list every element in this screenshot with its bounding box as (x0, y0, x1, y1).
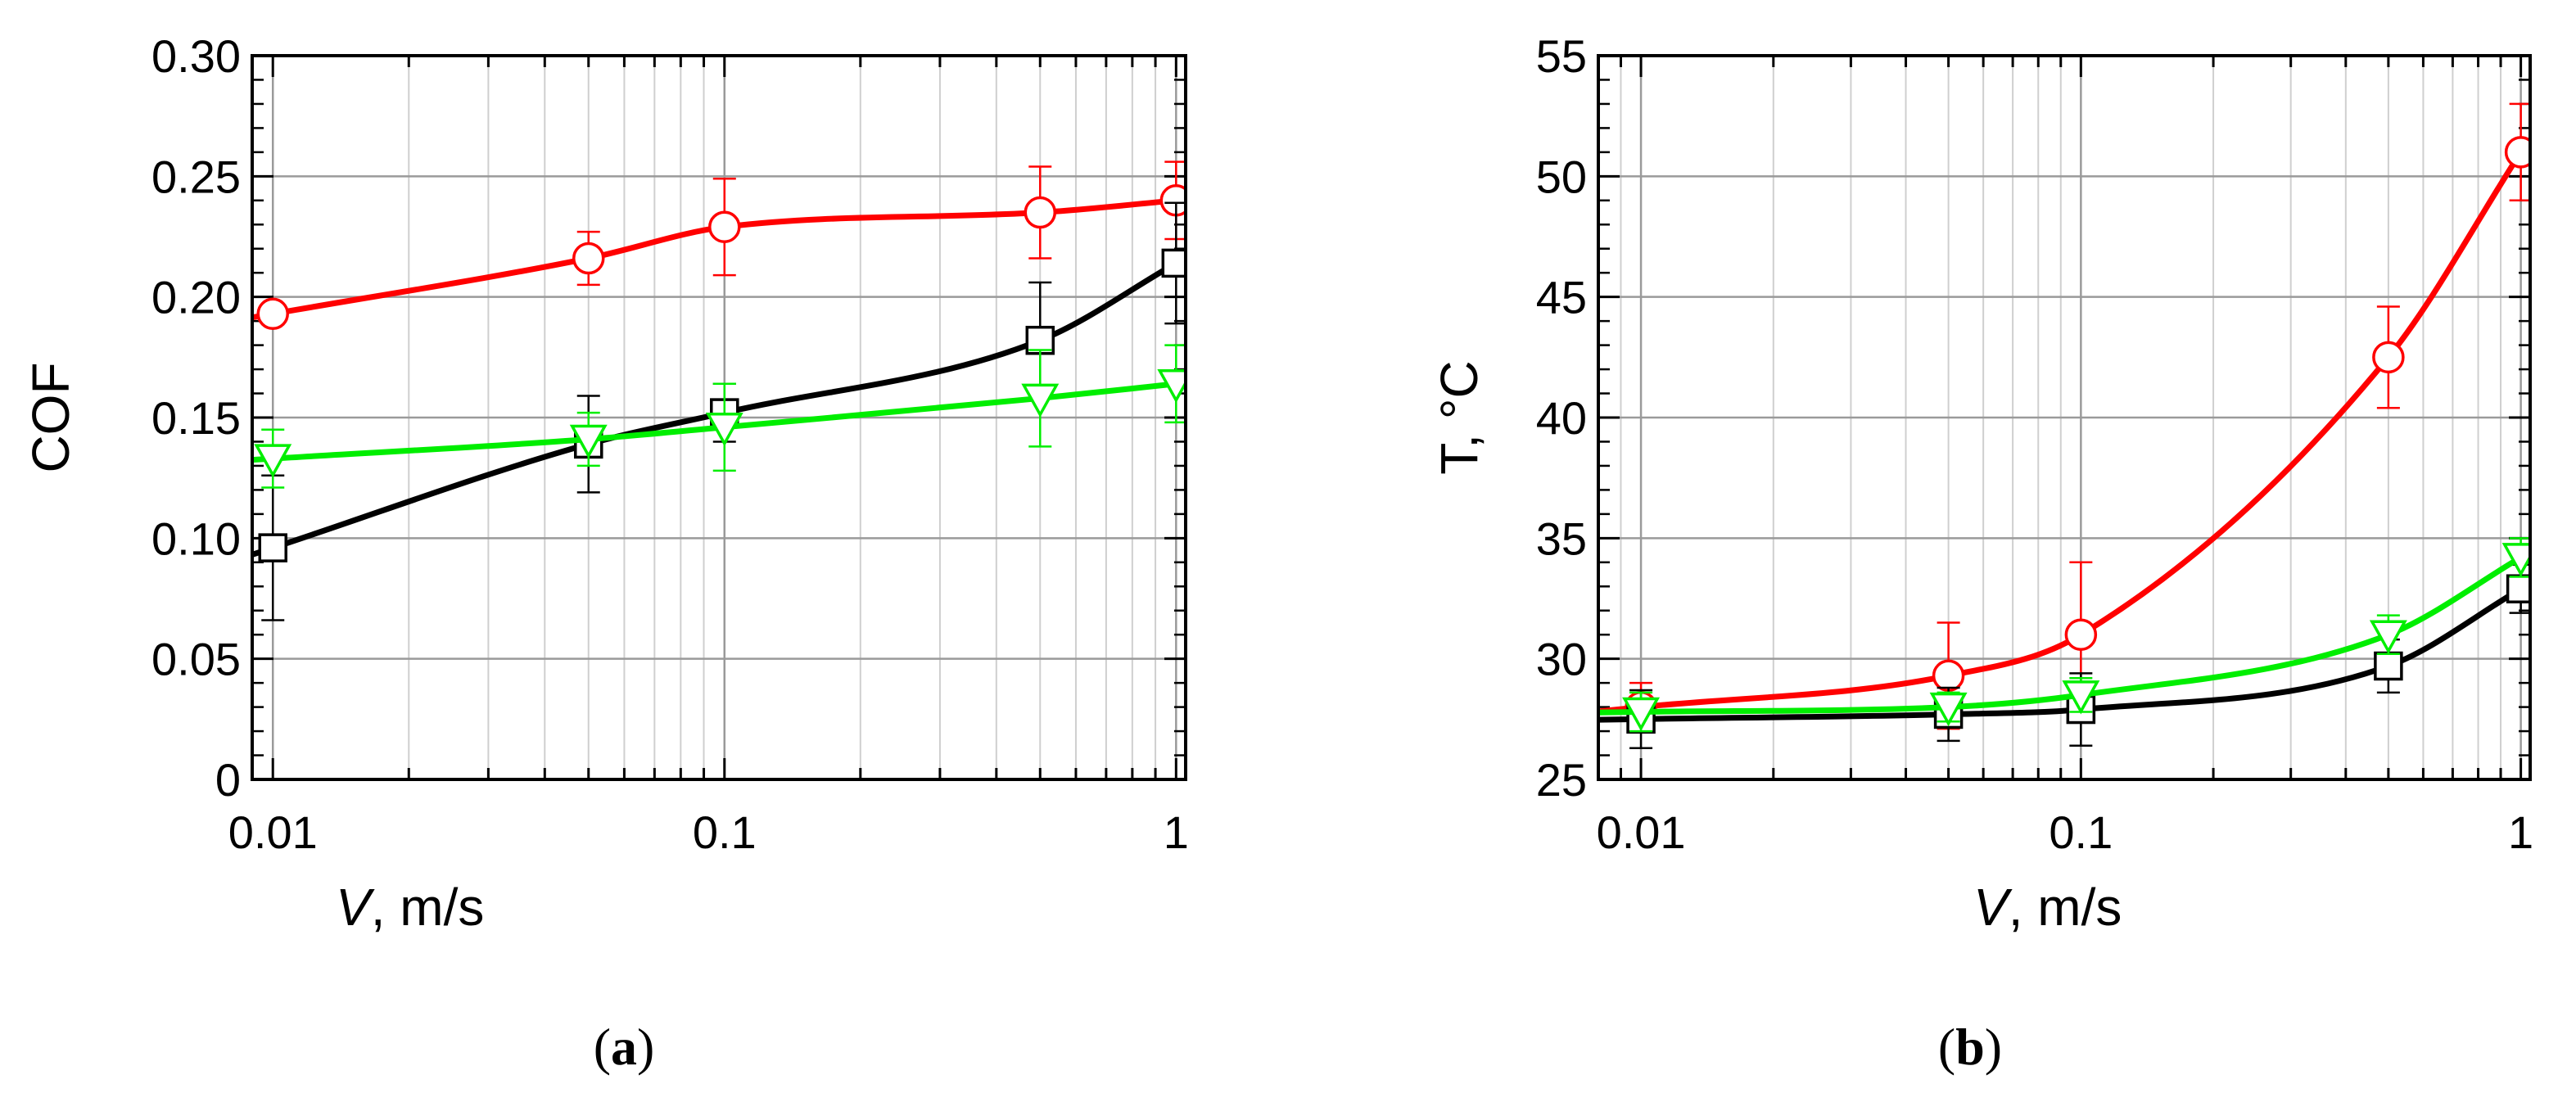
data-point (2504, 136, 2530, 169)
x-axis-unit: , m/s (2009, 878, 2122, 937)
data-point (1932, 659, 1965, 693)
x-tick-label: 0.01 (228, 806, 318, 858)
data-point (1929, 692, 1968, 727)
series-2 (1598, 537, 2530, 733)
y-tick-label: 40 (1536, 392, 1587, 444)
panel-label-paren: ( (594, 1018, 611, 1076)
grid-lines (1598, 54, 2530, 781)
y-tick-label: 25 (1536, 754, 1587, 806)
data-point (705, 413, 743, 447)
series-group (1598, 102, 2530, 749)
data-point (708, 210, 741, 243)
y-tick-label: 30 (1536, 634, 1587, 685)
y-tick-label: 0.30 (151, 30, 241, 82)
panel-label: (b) (1938, 1018, 2002, 1076)
data-point (2064, 618, 2098, 651)
y-tick-label: 35 (1536, 513, 1587, 564)
series-group (252, 160, 1186, 621)
data-point (256, 297, 289, 331)
y-tick-label: 45 (1536, 272, 1587, 323)
x-axis-variable: V (336, 878, 375, 937)
y-tick-label: 0.10 (151, 513, 241, 564)
panel-label: (a) (594, 1018, 655, 1076)
panel-label-letter: a (611, 1018, 637, 1076)
data-point (254, 444, 292, 478)
chart-panel-a: 0.01 0.1 1 0 0.05 0.10 0.15 0.20 0.25 0.30 V, m/s C… (21, 30, 1189, 1076)
x-axis-title: V, m/s (336, 878, 484, 937)
data-point (2374, 651, 2403, 681)
x-tick-label: 1 (1164, 806, 1189, 858)
data-point (1161, 248, 1186, 278)
y-tick-label: 0.25 (151, 151, 241, 202)
y-tick-label: 55 (1536, 30, 1587, 82)
data-point (258, 533, 287, 562)
data-point (2062, 680, 2100, 715)
panel-label-letter: b (1955, 1018, 1985, 1076)
chart-panel-b: 0.01 0.1 1 25 30 35 40 45 50 55 V, m/s T, °C (b) (1430, 30, 2533, 1076)
x-axis-variable: V (1973, 878, 2013, 937)
x-tick-label: 0.1 (2049, 806, 2113, 858)
y-axis-title: COF (21, 362, 80, 472)
y-tick-label: 50 (1536, 151, 1587, 202)
x-axis-unit: , m/s (371, 878, 485, 937)
data-point (2501, 543, 2530, 577)
panel-label-paren: ) (1985, 1018, 2002, 1076)
data-point (1021, 383, 1060, 418)
plot-frame (251, 54, 1187, 781)
plot-frame (1597, 54, 2532, 781)
panel-label-paren: ( (1938, 1018, 1955, 1076)
y-tick-label: 0.15 (151, 392, 241, 444)
grid-lines (251, 54, 1186, 781)
data-point (1622, 697, 1661, 732)
y-tick-label: 0.05 (151, 634, 241, 685)
data-point (572, 242, 605, 275)
x-tick-label: 0.1 (693, 806, 757, 858)
series-2 (252, 344, 1186, 489)
y-axis-title: T, °C (1430, 360, 1489, 474)
series-1 (1598, 563, 2530, 749)
x-axis-title: V, m/s (1973, 878, 2122, 937)
data-point (569, 424, 608, 459)
y-tick-label: 0 (215, 754, 241, 806)
data-point (2372, 341, 2405, 374)
y-tick-label: 0.20 (151, 272, 241, 323)
series-0 (1598, 102, 2530, 733)
series-1 (252, 201, 1186, 621)
x-tick-label: 0.01 (1597, 806, 1686, 858)
x-tick-label: 1 (2508, 806, 2533, 858)
data-point (2369, 620, 2407, 654)
data-point (1024, 196, 1057, 229)
panel-label-paren: ) (637, 1018, 654, 1076)
series-0 (252, 160, 1186, 331)
